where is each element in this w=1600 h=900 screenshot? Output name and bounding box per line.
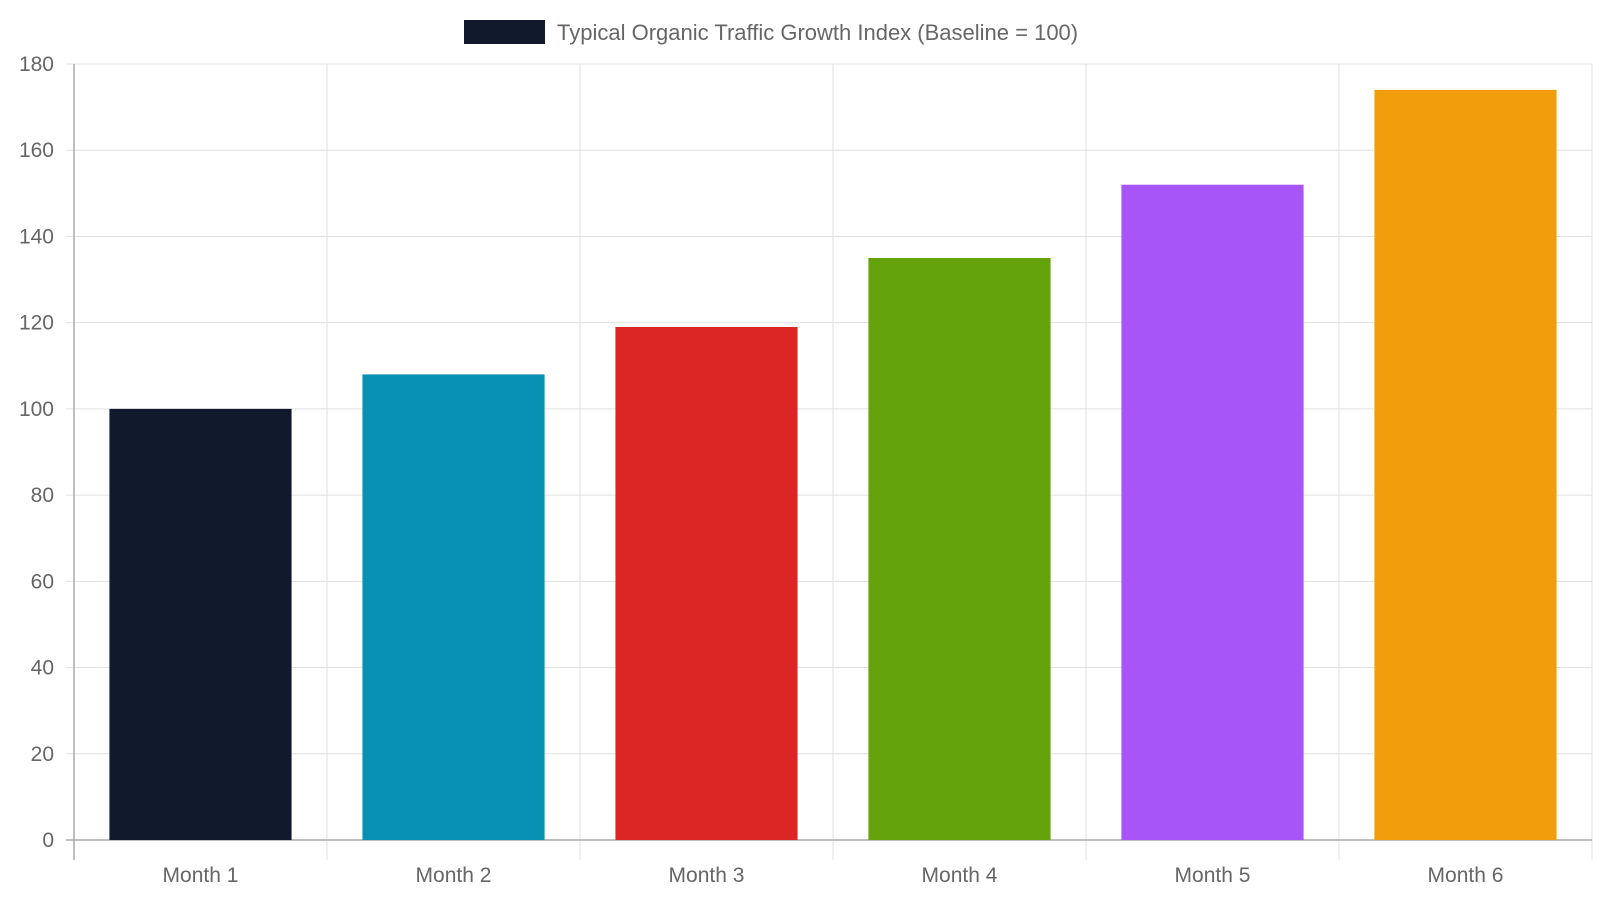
- legend[interactable]: Typical Organic Traffic Growth Index (Ba…: [464, 20, 1078, 45]
- y-tick-label: 20: [31, 743, 54, 766]
- y-tick-label: 180: [19, 53, 54, 76]
- x-tick-label: Month 3: [669, 864, 745, 887]
- bar-1[interactable]: [109, 408, 292, 840]
- bars: [109, 89, 1557, 840]
- bar-3[interactable]: [615, 326, 798, 840]
- bar-5[interactable]: [1121, 184, 1304, 840]
- x-tick-label: Month 2: [416, 864, 492, 887]
- y-tick-label: 40: [31, 657, 54, 680]
- x-tick-label: Month 1: [163, 864, 239, 887]
- legend-label[interactable]: Typical Organic Traffic Growth Index (Ba…: [557, 20, 1078, 45]
- grid-lines: [66, 63, 1593, 860]
- y-tick-labels: 0 20 40 60 80 100 120 140 160 180: [19, 53, 54, 852]
- y-tick-label: 0: [42, 829, 54, 852]
- y-tick-label: 140: [19, 225, 54, 248]
- y-tick-label: 80: [31, 484, 54, 507]
- x-tick-label: Month 6: [1428, 864, 1504, 887]
- y-tick-label: 160: [19, 139, 54, 162]
- axes: [66, 64, 1592, 860]
- bar-4[interactable]: [868, 258, 1051, 840]
- bar-2[interactable]: [362, 374, 545, 840]
- y-tick-label: 100: [19, 398, 54, 421]
- x-tick-label: Month 4: [922, 864, 998, 887]
- bar-6[interactable]: [1374, 89, 1557, 840]
- y-tick-label: 120: [19, 312, 54, 335]
- x-tick-label: Month 5: [1175, 864, 1251, 887]
- x-tick-labels: Month 1 Month 2 Month 3 Month 4 Month 5 Month…: [163, 864, 1504, 887]
- legend-swatch[interactable]: [464, 20, 545, 44]
- y-tick-label: 60: [31, 570, 54, 593]
